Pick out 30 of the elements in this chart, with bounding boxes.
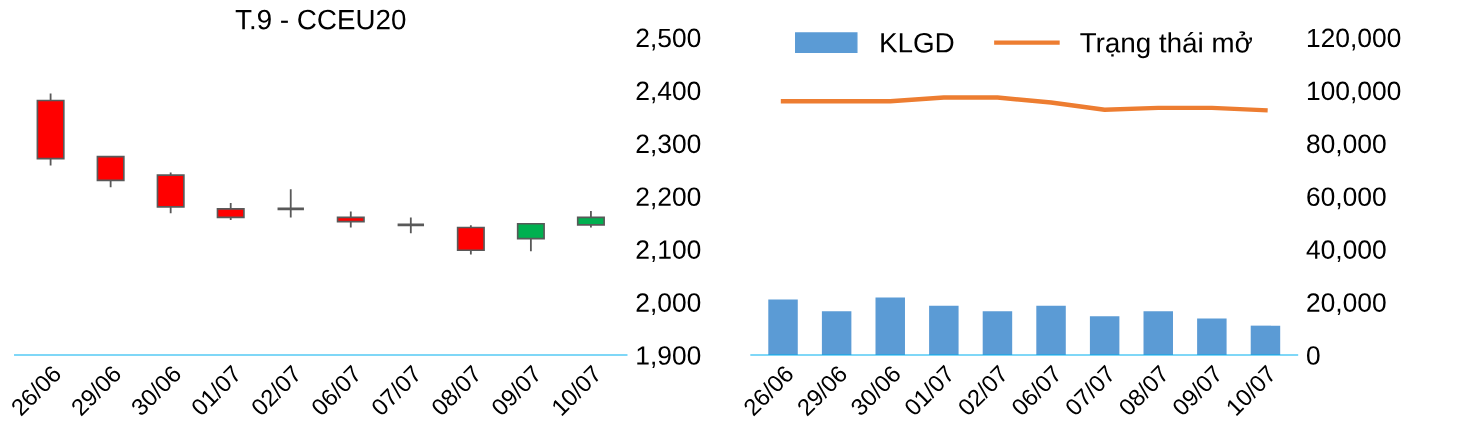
bar: [1143, 311, 1173, 355]
y-tick-label: 0: [1306, 346, 1320, 365]
y-tick-label: 80,000: [1307, 134, 1386, 157]
y-tick-label: 20,000: [1307, 293, 1386, 316]
y-tick-label: 60,000: [1307, 187, 1386, 210]
y-tick-label: 1,900: [637, 346, 701, 368]
bar: [1089, 316, 1120, 355]
y-tick-label: 40,000: [1306, 240, 1386, 263]
y-tick-label: 2,300: [636, 134, 701, 157]
y-tick-label: 100,000: [1307, 81, 1401, 104]
candlestick: [276, 188, 306, 219]
chart-title: T.9 - CCEU20: [235, 9, 406, 30]
candlestick: [396, 216, 426, 235]
y-tick-label: 2,000: [636, 293, 701, 316]
bar: [1036, 305, 1066, 355]
bar: [929, 305, 959, 355]
y-tick-label: 2,200: [636, 187, 701, 210]
bar: [768, 299, 798, 355]
bar: [982, 311, 1013, 355]
y-tick-label: 2,500: [636, 28, 701, 51]
legend-label: Trạng thái mở: [1080, 31, 1252, 59]
y-tick-label: 120,000: [1307, 28, 1401, 51]
y-tick-label: 2,400: [636, 81, 701, 104]
y-tick-label: 2,100: [636, 240, 701, 263]
bar: [1250, 325, 1281, 355]
bar: [1197, 318, 1227, 355]
legend-label: KLGD: [881, 32, 954, 53]
bar: [875, 297, 905, 355]
line-series: [780, 95, 1268, 113]
bar: [821, 311, 852, 355]
